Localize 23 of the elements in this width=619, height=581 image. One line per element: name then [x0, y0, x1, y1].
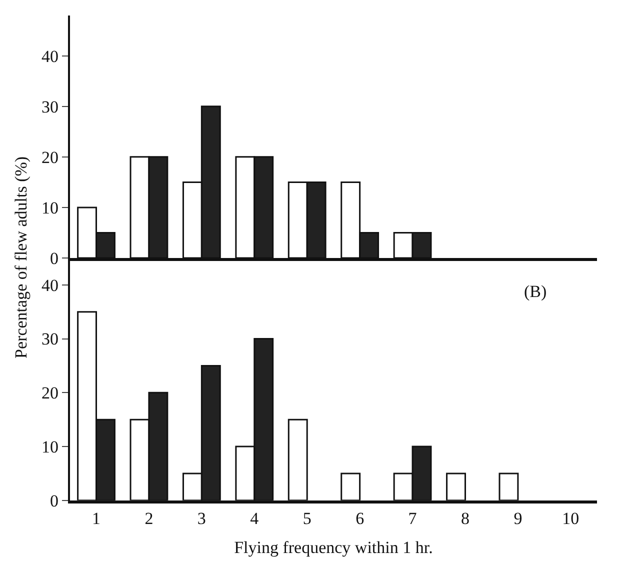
- y-tick-label: 10: [42, 198, 58, 218]
- x-tick-label: 10: [562, 508, 580, 528]
- x-axis-title: Flying frequency within 1 hr.: [234, 538, 433, 558]
- y-axis-title: Percentage of flew adults (%): [12, 156, 31, 358]
- y-tick-label: 30: [42, 97, 58, 116]
- x-tick-label: 3: [197, 508, 206, 528]
- x-tick-label: 2: [144, 508, 154, 528]
- x-tick-label: 5: [302, 508, 312, 528]
- x-tick-label: 9: [514, 508, 522, 528]
- y-tick-label: 20: [42, 148, 58, 167]
- x-tick-label: 8: [460, 508, 470, 528]
- y-tick-label: 10: [42, 437, 58, 456]
- y-tick-label: 20: [42, 384, 58, 403]
- x-tick-label: 7: [408, 508, 418, 528]
- y-tick-label: 40: [42, 46, 58, 66]
- y-tick-label: 40: [42, 276, 58, 295]
- x-tick-label: 6: [356, 508, 364, 528]
- y-tick-label: 30: [42, 330, 58, 349]
- y-tick-label: 0: [50, 248, 58, 268]
- x-tick-label: 1: [92, 508, 101, 528]
- annotation: (B): [524, 282, 547, 301]
- y-tick-label: 0: [50, 491, 58, 510]
- x-tick-label: 4: [250, 508, 260, 528]
